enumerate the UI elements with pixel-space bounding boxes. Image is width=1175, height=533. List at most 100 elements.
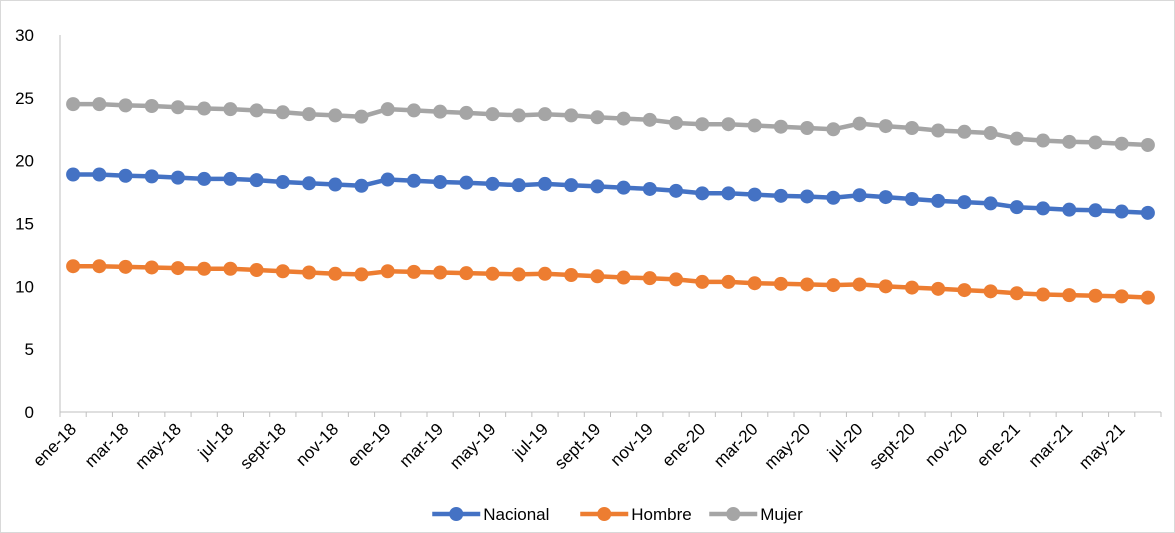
data-point — [878, 190, 893, 205]
data-point — [931, 193, 946, 208]
data-point — [459, 175, 474, 190]
data-point — [1114, 204, 1129, 219]
x-tick-label: may-21 — [1075, 420, 1129, 474]
data-point — [170, 170, 185, 185]
data-point — [380, 102, 395, 117]
data-point — [878, 119, 893, 134]
data-point — [747, 276, 762, 291]
data-point — [511, 267, 526, 282]
data-point — [249, 103, 264, 118]
data-point — [800, 120, 815, 135]
data-point — [1088, 203, 1103, 218]
legend-label: Nacional — [483, 505, 549, 524]
data-point — [485, 176, 500, 191]
x-tick-label: may-20 — [761, 420, 815, 474]
data-point — [983, 284, 998, 299]
data-point — [302, 107, 317, 122]
legend: Nacional Hombre Mujer — [432, 505, 803, 524]
legend-entry-mujer: Mujer — [709, 505, 803, 524]
x-tick-label: sept-20 — [865, 420, 919, 474]
data-point — [1140, 137, 1155, 152]
data-point — [931, 281, 946, 296]
data-point — [170, 100, 185, 115]
data-point — [249, 262, 264, 277]
data-point — [485, 107, 500, 122]
data-point — [1140, 290, 1155, 305]
data-point — [826, 122, 841, 137]
data-point — [1062, 202, 1077, 217]
y-tick-label: 15 — [15, 215, 34, 234]
data-point — [275, 264, 290, 279]
data-point — [328, 108, 343, 123]
legend-marker — [597, 507, 612, 521]
series-mujer — [66, 97, 1155, 152]
data-point — [406, 264, 421, 279]
data-point — [904, 191, 919, 206]
x-tick-label: mar-19 — [396, 420, 448, 472]
data-point — [852, 188, 867, 203]
data-point — [537, 107, 552, 122]
data-point — [223, 171, 238, 186]
data-point — [800, 189, 815, 204]
data-point — [354, 109, 369, 124]
data-point — [537, 266, 552, 281]
x-tick-label: may-19 — [446, 420, 500, 474]
data-point — [92, 97, 107, 112]
data-point — [380, 172, 395, 187]
data-point — [826, 190, 841, 205]
x-tick-label: may-18 — [131, 420, 185, 474]
legend-label: Mujer — [760, 505, 803, 524]
data-point — [721, 274, 736, 289]
data-point — [406, 173, 421, 188]
y-tick-label: 25 — [15, 89, 34, 108]
data-point — [144, 99, 159, 114]
data-point — [1140, 205, 1155, 220]
data-point — [354, 178, 369, 193]
data-point — [1088, 288, 1103, 303]
data-point — [197, 171, 212, 186]
data-point — [931, 123, 946, 138]
data-point — [642, 112, 657, 127]
data-point — [983, 196, 998, 211]
data-point — [773, 119, 788, 134]
data-point — [773, 188, 788, 203]
data-point — [564, 178, 579, 193]
x-tick-label: ene-21 — [973, 420, 1024, 471]
data-point — [747, 118, 762, 133]
data-point — [170, 261, 185, 276]
data-point — [904, 280, 919, 295]
data-point — [1088, 135, 1103, 150]
data-point — [433, 175, 448, 190]
data-point — [1009, 131, 1024, 146]
data-point — [1114, 136, 1129, 151]
data-point — [302, 176, 317, 191]
data-point — [118, 259, 133, 274]
data-point — [590, 110, 605, 125]
legend-entry-nacional: Nacional — [432, 505, 549, 524]
data-point — [66, 167, 81, 182]
y-tick-label: 30 — [15, 26, 34, 45]
data-point — [459, 105, 474, 120]
x-tick-label: nov-18 — [292, 420, 342, 470]
data-point — [380, 264, 395, 279]
x-tick-label: mar-21 — [1025, 420, 1077, 472]
data-point — [564, 108, 579, 123]
data-point — [695, 274, 710, 289]
data-point — [564, 268, 579, 283]
data-point — [852, 277, 867, 292]
x-tick-label: jul-18 — [194, 420, 238, 464]
x-tick-label: ene-18 — [29, 420, 80, 471]
data-point — [511, 108, 526, 123]
data-point — [66, 259, 81, 274]
data-point — [747, 187, 762, 202]
legend-entry-hombre: Hombre — [580, 505, 692, 524]
data-point — [616, 270, 631, 285]
data-point — [406, 103, 421, 118]
data-point — [1036, 287, 1051, 302]
series-hombre — [66, 259, 1155, 305]
data-point — [223, 102, 238, 117]
data-point — [275, 105, 290, 120]
legend-marker — [726, 507, 741, 521]
data-point — [354, 267, 369, 282]
